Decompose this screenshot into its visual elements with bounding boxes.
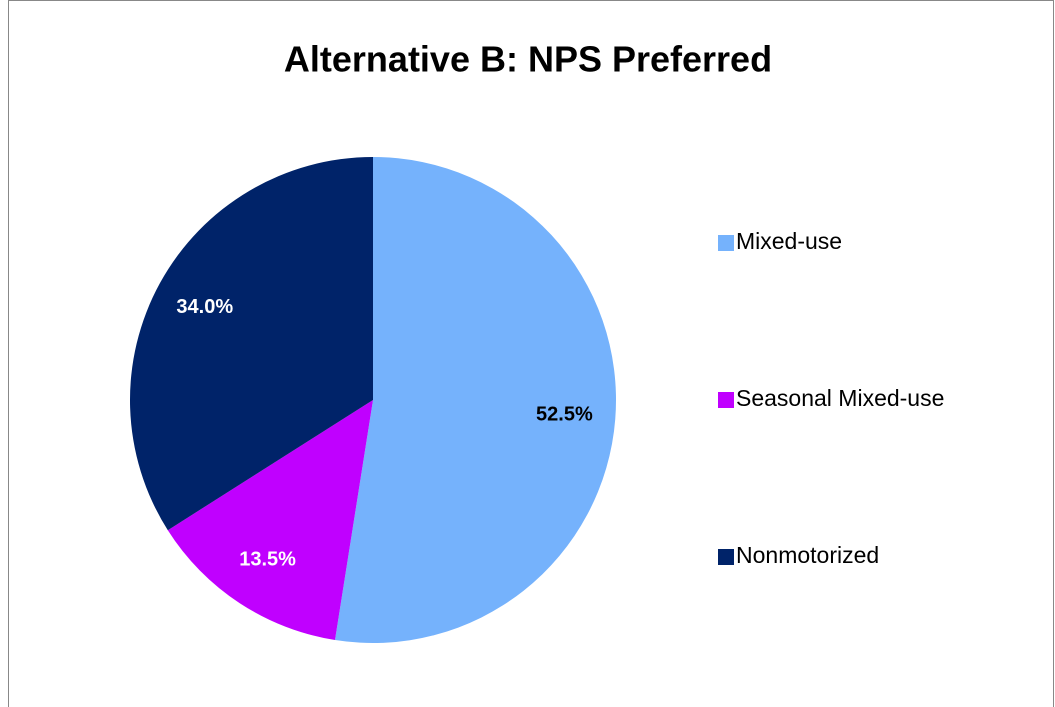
chart-title: Alternative B: NPS Preferred — [284, 39, 772, 80]
data-label: 52.5% — [536, 403, 593, 425]
legend-label: Mixed-use — [736, 228, 842, 254]
legend-label: Seasonal Mixed-use — [736, 385, 944, 411]
legend-label: Nonmotorized — [736, 542, 879, 568]
pie-slice — [129, 157, 373, 531]
data-label: 34.0% — [176, 296, 233, 318]
legend-swatch — [718, 235, 734, 251]
pie-slice — [167, 400, 373, 641]
legend-swatch — [718, 392, 734, 408]
pie-slice — [334, 157, 617, 644]
legend-swatch — [718, 549, 734, 565]
data-label: 13.5% — [239, 549, 296, 571]
